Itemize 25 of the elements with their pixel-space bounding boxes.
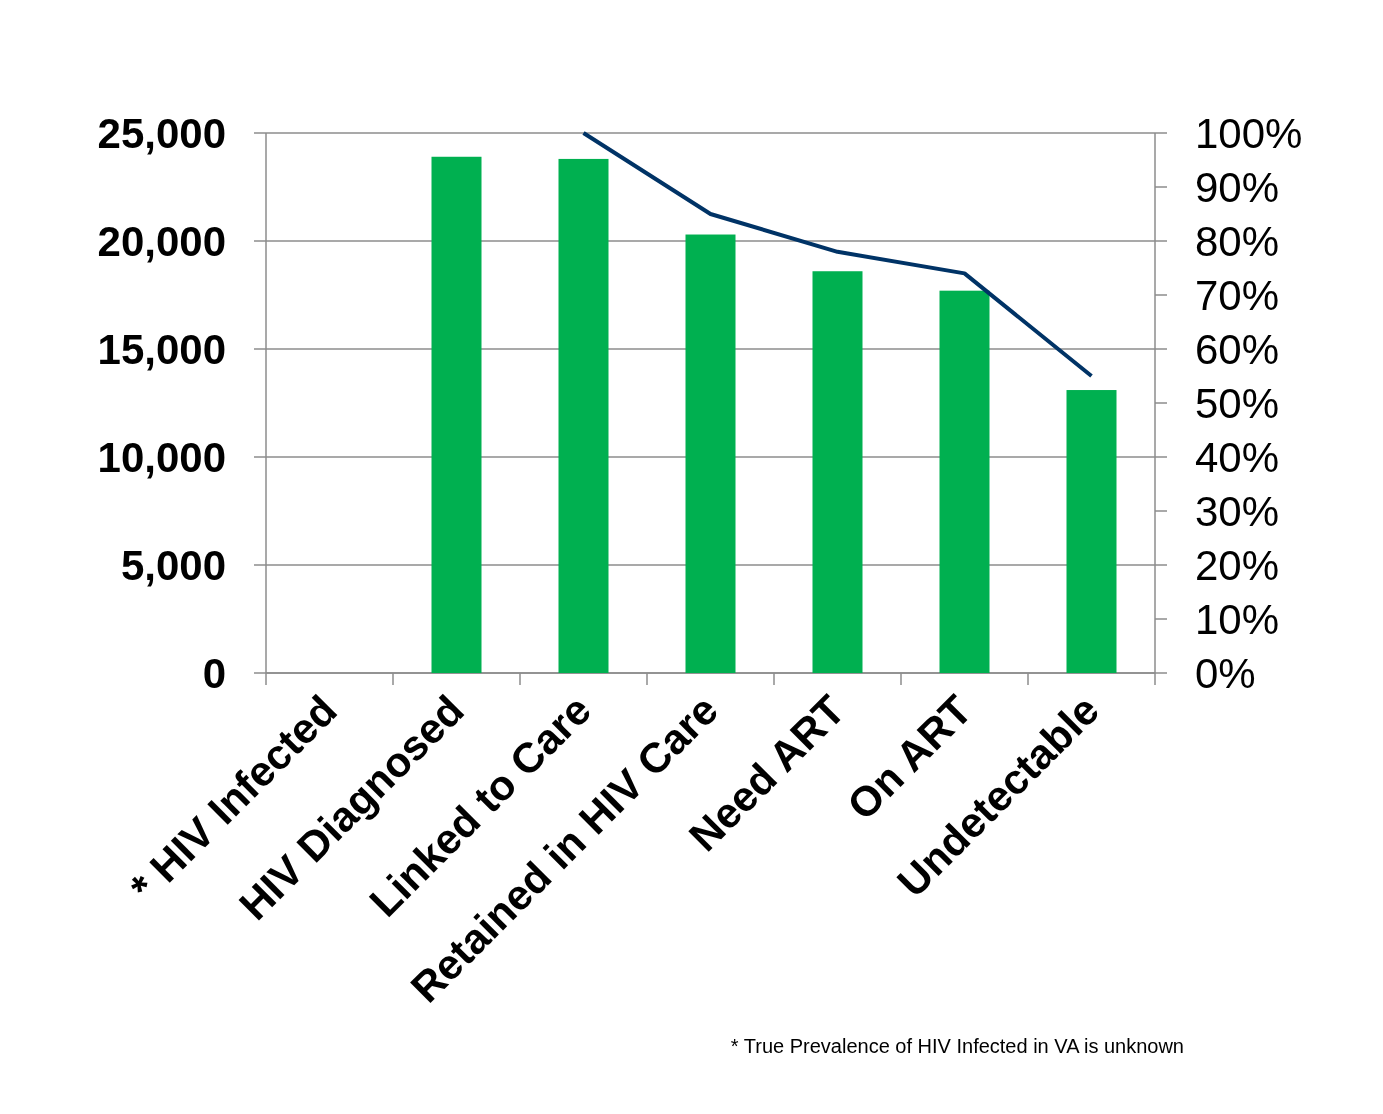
y2-tick-label: 30% [1195,487,1280,535]
y2-tick-label: 70% [1195,271,1280,319]
bar [431,156,482,673]
y2-tick-label: 90% [1195,163,1280,211]
line-series [581,131,1094,378]
y-tick-label: 5,000 [120,541,226,589]
y2-tick-label: 80% [1195,217,1280,265]
y2-tick-label: 50% [1195,379,1280,427]
y2-tick-label: 0% [1195,649,1256,697]
y2-tick-label: 100% [1195,109,1303,157]
y-tick-label: 10,000 [97,433,226,481]
bar [812,271,863,673]
y2-tick-label: 20% [1195,541,1280,589]
y2-tick-label: 40% [1195,433,1280,481]
bar [1066,390,1117,673]
text: * True Prevalence of HIV Infected in VA is unknown [730,1035,1184,1057]
bar [685,234,736,673]
y-tick-label: 20,000 [97,217,226,265]
y-tick-label: 25,000 [97,109,226,157]
y-tick-label: 0 [202,649,226,697]
bar [558,158,609,673]
y2-tick-label: 10% [1195,595,1280,643]
bar [939,290,990,673]
y2-tick-label: 60% [1195,325,1280,373]
y-tick-label: 15,000 [97,325,226,373]
